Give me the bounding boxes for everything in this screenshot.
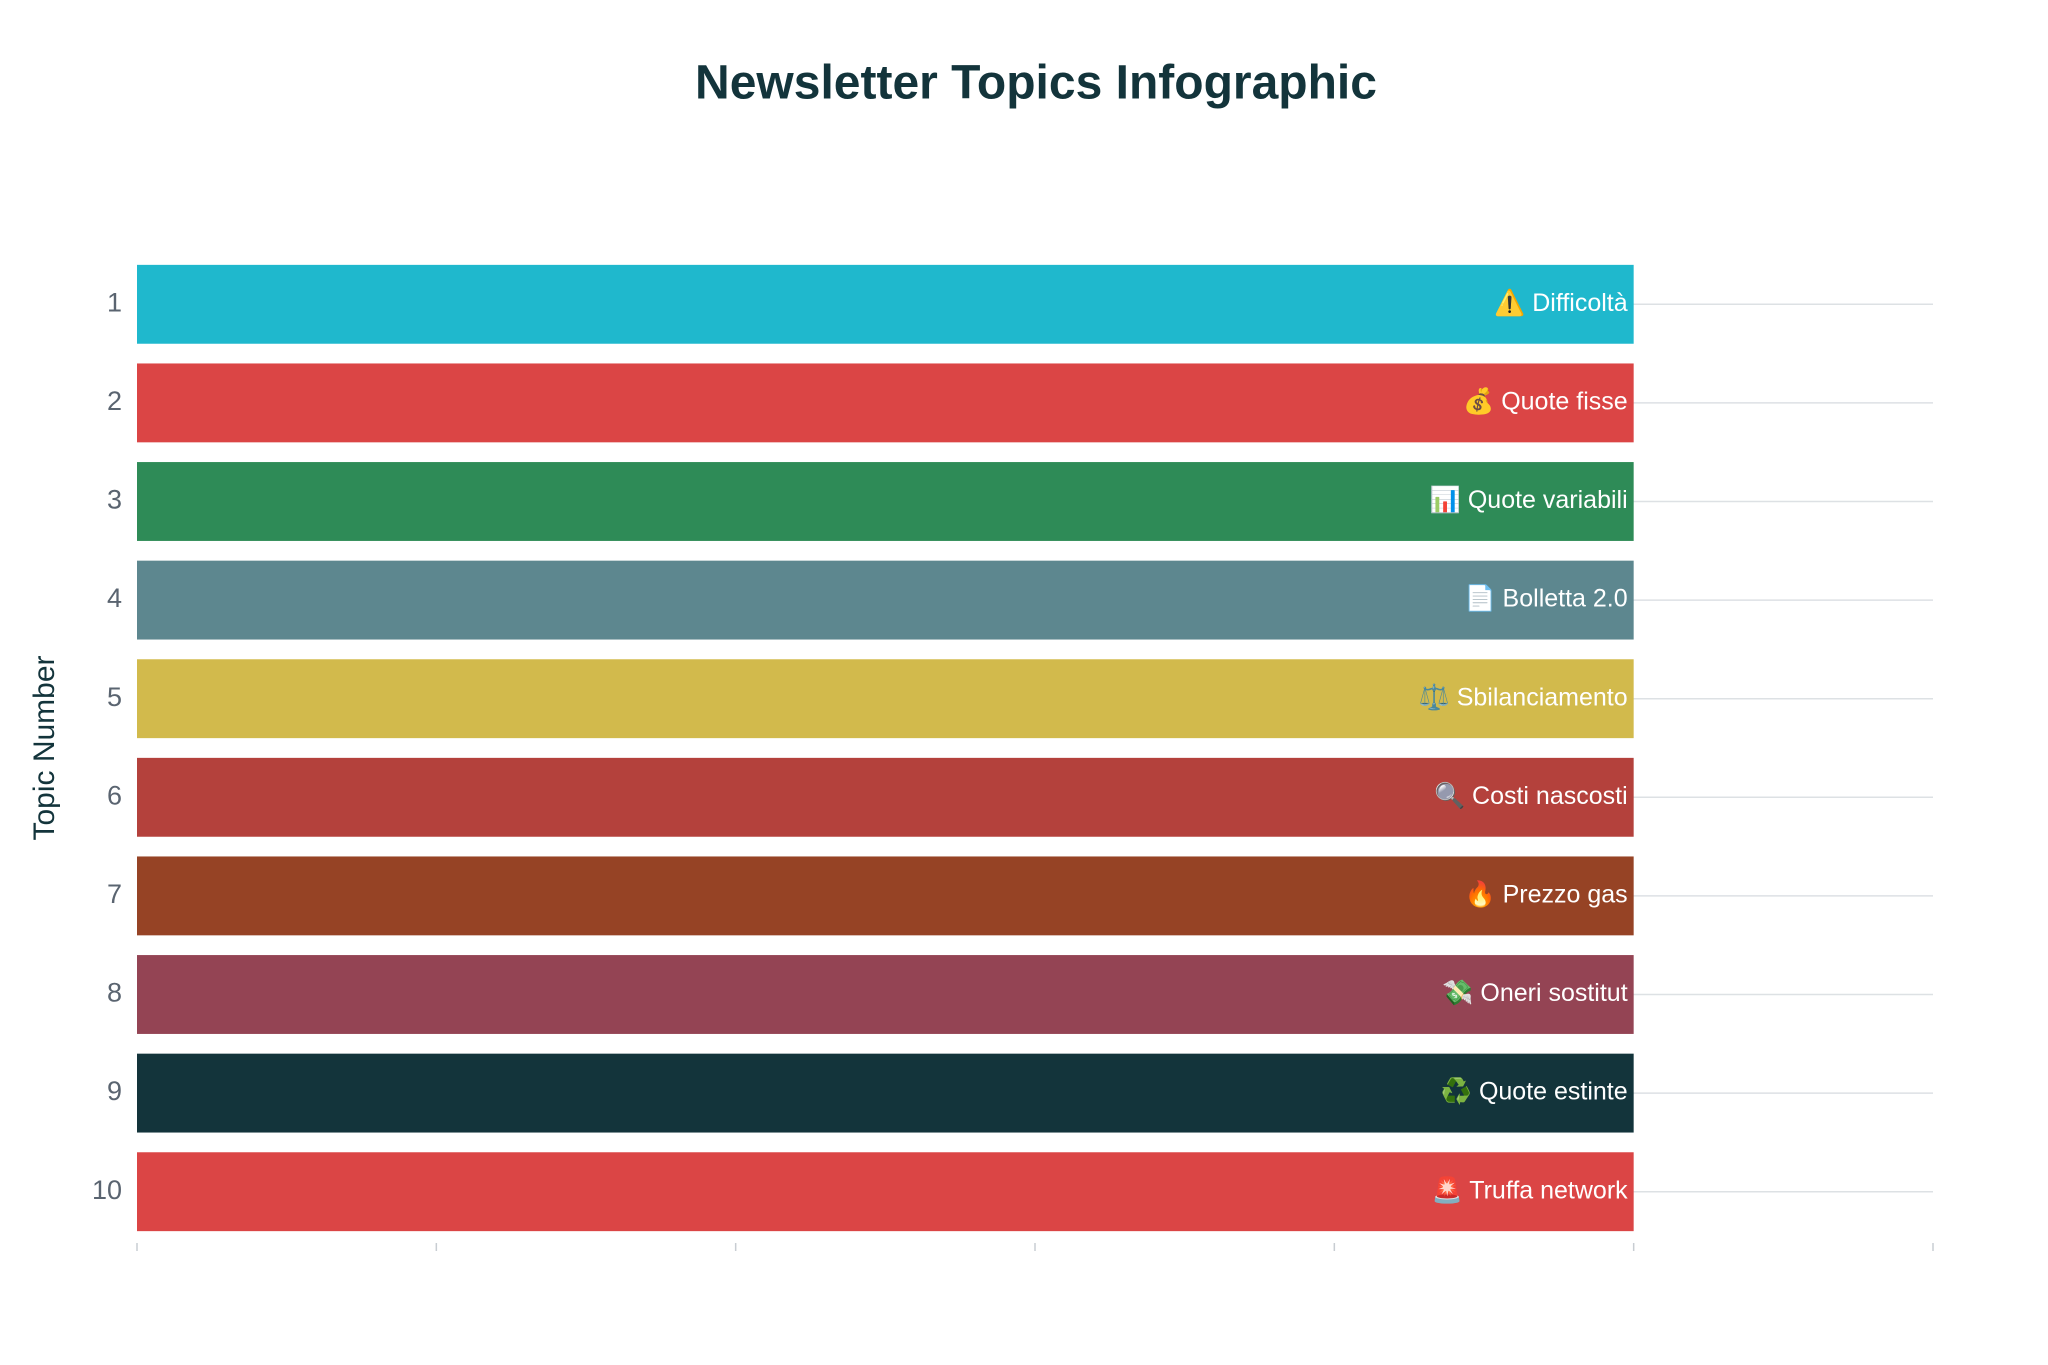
y-tick-label: 9: [107, 1076, 122, 1106]
bar: [137, 363, 1634, 443]
y-tick-label: 5: [107, 682, 122, 712]
bar: [137, 659, 1634, 739]
bar-label: 💸 Oneri sostitut: [1442, 979, 1627, 1007]
y-tick-label: 6: [107, 780, 122, 810]
chart-title: Newsletter Topics Infographic: [695, 57, 1377, 110]
bar-label: 🚨 Truffa network: [1432, 1175, 1629, 1204]
y-axis-title: Topic Number: [28, 655, 61, 840]
y-tick-label: 8: [107, 978, 122, 1008]
y-tick-label: 3: [107, 485, 122, 515]
bar: [137, 560, 1634, 640]
bar-label: 💰 Quote fisse: [1463, 387, 1628, 417]
bar: [137, 757, 1634, 837]
bar-label: 🔍 Costi nascosti: [1434, 779, 1628, 810]
bar-label: 📄 Bolletta 2.0: [1464, 584, 1627, 613]
bar: [137, 1053, 1634, 1133]
bar-label: ⚠️ Difficoltà: [1494, 288, 1628, 317]
bar-label: ⚖️ Sbilanciamento: [1419, 682, 1628, 711]
bar: [137, 462, 1634, 541]
bar-label: 📊 Quote variabili: [1430, 485, 1628, 514]
y-tick-label: 4: [107, 583, 122, 613]
y-tick-label: 2: [107, 386, 122, 416]
bar: [137, 1152, 1634, 1232]
y-tick-label: 7: [107, 879, 122, 909]
bar: [137, 264, 1634, 344]
bar-label: ♻️ Quote estinte: [1441, 1077, 1628, 1106]
y-tick-label: 10: [92, 1175, 122, 1205]
bar: [137, 955, 1634, 1034]
bar: [137, 856, 1634, 936]
bar-label: 🔥 Prezzo gas: [1465, 880, 1628, 909]
y-tick-label: 1: [107, 287, 122, 317]
